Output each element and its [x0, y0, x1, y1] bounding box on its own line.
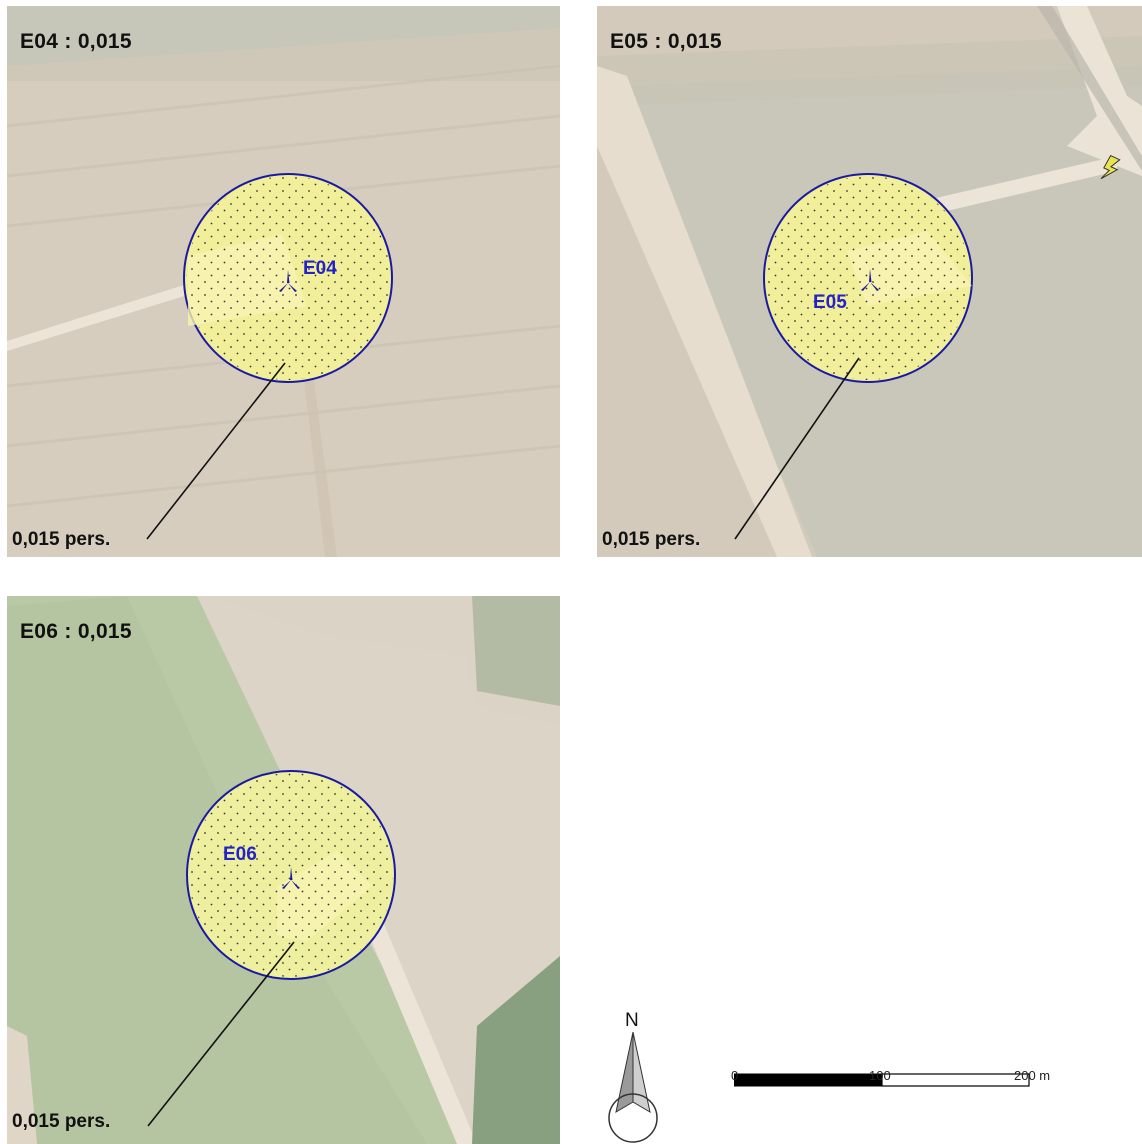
- wind-turbine-icon: [861, 269, 879, 291]
- callout-label: 0,015 pers.: [602, 529, 701, 550]
- callout-label: 0,015 pers.: [12, 529, 111, 550]
- turbine-label: E05: [813, 292, 847, 313]
- panel-title: E04 : 0,015: [20, 30, 132, 53]
- callout-line-e04: [146, 362, 286, 540]
- panel-title: E05 : 0,015: [610, 30, 722, 53]
- turbine-label: E06: [223, 844, 257, 865]
- callout-label: 0,015 pers.: [12, 1111, 111, 1132]
- north-label: N: [625, 1010, 639, 1031]
- scale-label-100: 100: [869, 1068, 891, 1083]
- wind-turbine-icon: [282, 867, 300, 889]
- map-panel-e05: E05 : 0,015 E05 0,015 pers.: [597, 6, 1142, 557]
- turbine-label: E04: [303, 258, 337, 279]
- aerial-map-e06: [7, 596, 560, 1144]
- map-legend: N 0 100 200 m: [596, 1010, 1142, 1144]
- scale-label-200: 200 m: [1014, 1068, 1051, 1083]
- substation-lightning-icon: [1100, 154, 1121, 180]
- aerial-map-e05: [597, 6, 1142, 557]
- wind-turbine-icon: [279, 270, 297, 292]
- map-panel-e06: E06 : 0,015 E06 0,015 pers.: [7, 596, 560, 1144]
- panel-title: E06 : 0,015: [20, 620, 132, 643]
- callout-line-e05: [734, 357, 860, 540]
- scale-label-0: 0: [731, 1068, 739, 1083]
- callout-line-e06: [147, 941, 295, 1127]
- aerial-map-e04: [7, 6, 560, 557]
- scale-bar: [734, 1073, 1030, 1087]
- north-arrow-icon: [608, 1032, 658, 1143]
- map-panel-e04: E04 : 0,015 E04 0,015 pers.: [7, 6, 560, 557]
